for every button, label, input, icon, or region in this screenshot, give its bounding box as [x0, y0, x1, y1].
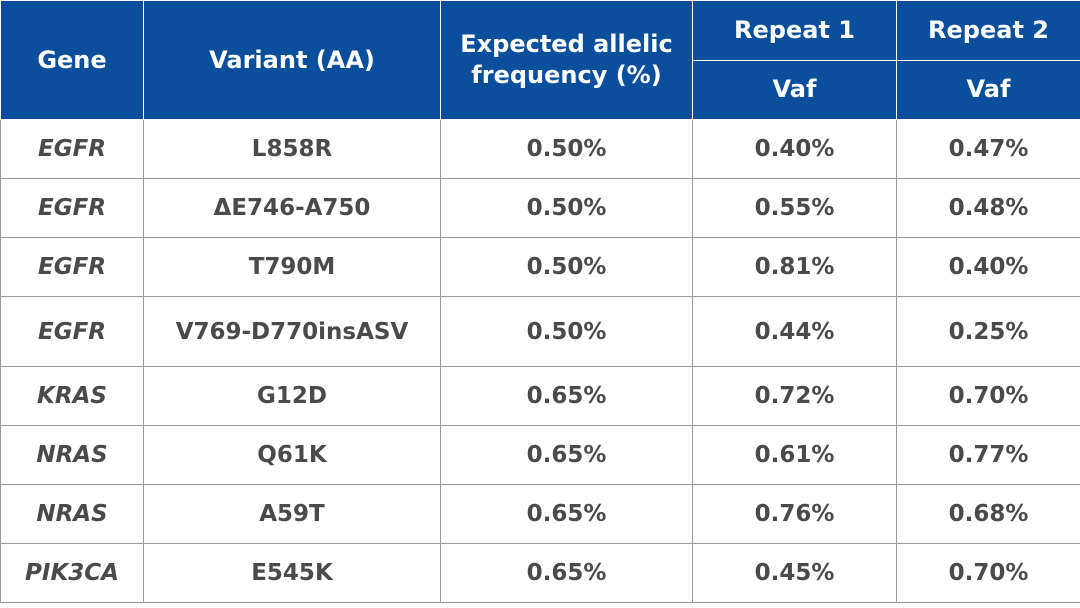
- header-gene: Gene: [0, 0, 144, 120]
- cell-repeat-2: 0.70%: [896, 366, 1080, 426]
- header-row-top: Gene Variant (AA) Expected allelic frequ…: [0, 0, 1080, 120]
- table-header: Gene Variant (AA) Expected allelic frequ…: [0, 0, 1080, 120]
- cell-expected: 0.50%: [440, 178, 693, 238]
- cell-repeat-1: 0.81%: [692, 237, 897, 297]
- table-body: EGFR L858R 0.50% 0.40% 0.47% EGFR ΔE746-…: [0, 119, 1080, 603]
- header-vaf-1: Vaf: [692, 59, 897, 120]
- cell-repeat-2: 0.48%: [896, 178, 1080, 238]
- cell-repeat-1: 0.76%: [692, 484, 897, 544]
- cell-variant: V769-D770insASV: [143, 296, 441, 367]
- cell-repeat-2: 0.70%: [896, 543, 1080, 603]
- table-row: NRAS A59T 0.65% 0.76% 0.68%: [0, 484, 1080, 544]
- header-variant: Variant (AA): [143, 0, 441, 120]
- table-row: NRAS Q61K 0.65% 0.61% 0.77%: [0, 425, 1080, 485]
- cell-variant: T790M: [143, 237, 441, 297]
- table-row: EGFR V769-D770insASV 0.50% 0.44% 0.25%: [0, 296, 1080, 367]
- header-repeat-1: Repeat 1: [692, 0, 897, 61]
- cell-expected: 0.65%: [440, 366, 693, 426]
- cell-gene: NRAS: [0, 484, 144, 544]
- cell-repeat-1: 0.61%: [692, 425, 897, 485]
- table-row: PIK3CA E545K 0.65% 0.45% 0.70%: [0, 543, 1080, 603]
- table-row: EGFR T790M 0.50% 0.81% 0.40%: [0, 237, 1080, 297]
- cell-gene: KRAS: [0, 366, 144, 426]
- cell-expected: 0.65%: [440, 425, 693, 485]
- cell-gene: EGFR: [0, 178, 144, 238]
- cell-gene: PIK3CA: [0, 543, 144, 603]
- cell-expected: 0.50%: [440, 237, 693, 297]
- cell-variant: E545K: [143, 543, 441, 603]
- cell-repeat-1: 0.45%: [692, 543, 897, 603]
- cell-gene: EGFR: [0, 237, 144, 297]
- cell-expected: 0.50%: [440, 296, 693, 367]
- cell-variant: Q61K: [143, 425, 441, 485]
- table-row: EGFR ΔE746-A750 0.50% 0.55% 0.48%: [0, 178, 1080, 238]
- cell-variant: ΔE746-A750: [143, 178, 441, 238]
- table-row: EGFR L858R 0.50% 0.40% 0.47%: [0, 119, 1080, 179]
- cell-variant: A59T: [143, 484, 441, 544]
- cell-repeat-2: 0.47%: [896, 119, 1080, 179]
- cell-repeat-1: 0.55%: [692, 178, 897, 238]
- cell-variant: L858R: [143, 119, 441, 179]
- cell-expected: 0.65%: [440, 484, 693, 544]
- cell-variant: G12D: [143, 366, 441, 426]
- cell-repeat-1: 0.72%: [692, 366, 897, 426]
- cell-gene: EGFR: [0, 296, 144, 367]
- cell-expected: 0.65%: [440, 543, 693, 603]
- header-repeat-2: Repeat 2: [896, 0, 1080, 61]
- table-row: KRAS G12D 0.65% 0.72% 0.70%: [0, 366, 1080, 426]
- cell-repeat-2: 0.77%: [896, 425, 1080, 485]
- cell-repeat-2: 0.40%: [896, 237, 1080, 297]
- cell-repeat-2: 0.25%: [896, 296, 1080, 367]
- cell-repeat-1: 0.44%: [692, 296, 897, 367]
- header-row-sub: Vaf Vaf: [1, 59, 1080, 120]
- cell-expected: 0.50%: [440, 119, 693, 179]
- cell-repeat-1: 0.40%: [692, 119, 897, 179]
- header-vaf-2: Vaf: [896, 59, 1080, 120]
- header-expected-frequency: Expected allelic frequency (%): [440, 0, 693, 120]
- cell-gene: NRAS: [0, 425, 144, 485]
- cell-gene: EGFR: [0, 119, 144, 179]
- cell-repeat-2: 0.68%: [896, 484, 1080, 544]
